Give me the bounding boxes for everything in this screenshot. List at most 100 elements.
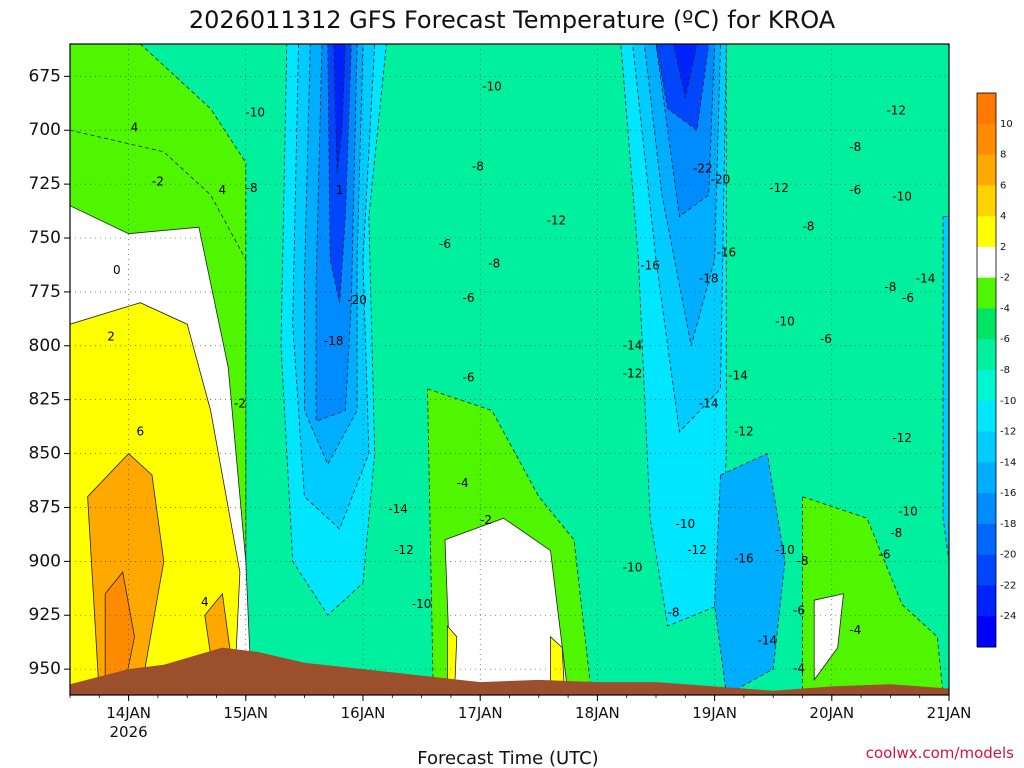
- y-axis: 675 700 725 750 775 800 825 850 875 900 925 950: [29, 66, 70, 679]
- colorbar-label: 8: [1000, 150, 1006, 161]
- contour-label: -8: [884, 280, 896, 294]
- contour-label: -16: [640, 259, 660, 273]
- colorbar-swatch: [977, 154, 996, 186]
- contour-label: -12: [886, 103, 906, 117]
- colorbar-swatch: [977, 93, 996, 125]
- x-axis-label: Forecast Time (UTC): [417, 748, 598, 768]
- contour-label: -12: [547, 213, 567, 227]
- colorbar-swatch: [977, 493, 996, 525]
- y-tick-label: 750: [29, 228, 61, 248]
- contour-label: -14: [623, 338, 643, 352]
- contour-label: -10: [775, 315, 795, 329]
- y-tick-label: 900: [29, 551, 61, 571]
- colorbar-frame: [976, 92, 997, 648]
- x-tick-sublabel: 2026: [110, 723, 148, 741]
- contour-label: -16: [734, 552, 754, 566]
- contour-label: -4: [849, 623, 861, 637]
- contour-label: -10: [898, 504, 918, 518]
- contour-label: -8: [488, 256, 500, 270]
- contour-label: -12: [892, 431, 912, 445]
- contour-label: -8: [472, 159, 484, 173]
- temperature-region-21: [942, 216, 949, 562]
- contour-label: -12: [734, 425, 754, 439]
- colorbar-swatch: [977, 123, 996, 156]
- contour-label: -2: [234, 396, 246, 410]
- colorbar-label: 2: [1000, 242, 1006, 253]
- colorbar-label: 4: [1000, 211, 1006, 222]
- colorbar-label: 10: [1000, 119, 1013, 130]
- contour-label: -14: [699, 396, 719, 410]
- contour-label: -8: [802, 220, 814, 234]
- x-tick-label: 20JAN: [809, 704, 854, 722]
- colorbar-swatch: [977, 277, 996, 309]
- y-tick-label: 825: [29, 390, 61, 410]
- contour-label: -10: [412, 597, 432, 611]
- contour-label: -12: [769, 181, 789, 195]
- contour-label: -6: [793, 603, 805, 617]
- contour-label: -14: [388, 502, 408, 516]
- contour-label: -12: [394, 543, 414, 557]
- colorbar-swatch: [977, 431, 996, 463]
- contour-label: 6: [136, 425, 144, 439]
- x-tick-label: 18JAN: [575, 704, 620, 722]
- colorbar-label: -22: [1000, 580, 1016, 591]
- colorbar-swatch: [977, 185, 996, 217]
- contour-label: -18: [699, 271, 719, 285]
- temperature-region-24: [446, 624, 458, 695]
- x-tick-label: 14JAN: [106, 704, 151, 722]
- colorbar-swatch: [977, 339, 996, 371]
- contour-label: -10: [675, 517, 695, 531]
- chart-title: 2026011312 GFS Forecast Temperature (ºC)…: [189, 6, 836, 34]
- contour-label: -10: [482, 80, 502, 94]
- plot-area: 4-24 -8-100264-21-20-18-14-12-10-10-8-6-8…: [70, 44, 949, 695]
- terrain-fill: [70, 647, 949, 695]
- y-tick-label: 800: [29, 336, 61, 356]
- colorbar-swatch: [977, 246, 996, 279]
- colorbar-swatch: [977, 400, 996, 433]
- contour-label: -6: [820, 332, 832, 346]
- y-tick-label: 725: [29, 174, 61, 194]
- contour-label: 4: [201, 595, 209, 609]
- contour-label: -4: [793, 662, 805, 676]
- contour-label: -4: [457, 476, 469, 490]
- colorbar-swatch: [977, 585, 996, 617]
- contour-label: -10: [892, 190, 912, 204]
- contour-label: -10: [775, 543, 795, 557]
- contour-label: -18: [324, 334, 344, 348]
- colorbar-label: -6: [1000, 334, 1010, 345]
- y-tick-label: 950: [29, 659, 61, 679]
- contour-label: -6: [902, 291, 914, 305]
- contour-label: 4: [131, 121, 139, 135]
- colorbar-label: -14: [1000, 457, 1016, 468]
- colorbar-swatch: [977, 308, 996, 340]
- contour-label: -12: [623, 366, 643, 380]
- x-tick-label: 16JAN: [341, 704, 386, 722]
- contour-label: -16: [717, 246, 737, 260]
- contour-label: -8: [797, 554, 809, 568]
- colorbar-label: -12: [1000, 427, 1016, 438]
- contour-label: -6: [879, 547, 891, 561]
- credit-text[interactable]: coolwx.com/models: [866, 744, 1014, 762]
- x-tick-label: 17JAN: [458, 704, 503, 722]
- colorbar-label: -20: [1000, 550, 1016, 561]
- x-tick-label: 21JAN: [927, 704, 972, 722]
- contour-label: -14: [728, 368, 748, 382]
- temperature-region-13: [333, 44, 346, 174]
- contour-label: -8: [246, 181, 258, 195]
- contour-label: -6: [439, 237, 451, 251]
- x-tick-label: 15JAN: [223, 704, 268, 722]
- colorbar-label: -4: [1000, 303, 1010, 314]
- colorbar-swatch: [977, 370, 996, 402]
- colorbar-swatch: [977, 216, 996, 248]
- temperature-region-19: [673, 44, 698, 98]
- colorbar-swatch: [977, 462, 996, 494]
- contour-label: -10: [623, 560, 643, 574]
- contour-label: -2: [152, 174, 164, 188]
- contour-label: -14: [758, 634, 778, 648]
- colorbar-label: -10: [1000, 396, 1016, 407]
- colorbar-swatch: [977, 523, 996, 556]
- contour-label: -6: [462, 371, 474, 385]
- contour-label: -6: [462, 291, 474, 305]
- colorbar-label: 6: [1000, 180, 1006, 191]
